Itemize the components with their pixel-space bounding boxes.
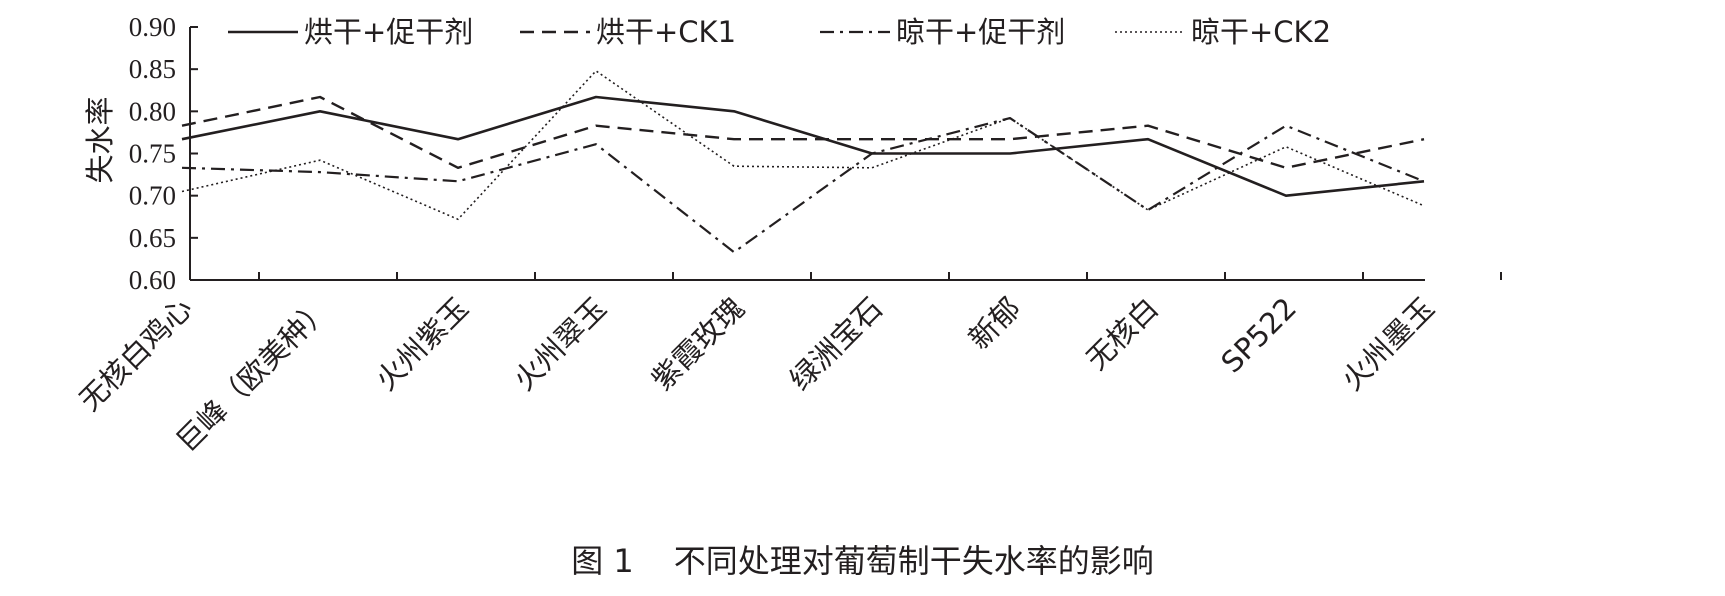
x-category-label: 火州翠玉 (507, 291, 613, 397)
legend-label-4: 晾干+CK2 (1191, 15, 1331, 49)
x-category-label: 无核白鸡心 (72, 291, 199, 418)
figure-number: 图 1 (571, 542, 634, 580)
series-line-1 (181, 95, 1425, 197)
x-category-label: 无核白 (1079, 291, 1165, 377)
legend-label-1: 烘干+促干剂 (304, 15, 473, 49)
y-tick-label: 0.75 (129, 139, 176, 169)
legend: 烘干+促干剂 烘干+CK1 晾干+促干剂 晾干+CK2 (228, 15, 1331, 49)
series-line-4 (181, 70, 1425, 221)
y-tick-label: 0.80 (129, 96, 176, 126)
series-lines (181, 70, 1425, 254)
legend-label-3: 晾干+促干剂 (896, 15, 1065, 49)
y-tick-label: 0.90 (129, 12, 176, 42)
y-tick-label: 0.70 (129, 181, 176, 211)
series-line-3 (181, 116, 1425, 254)
y-axis-title: 失水率 (83, 96, 117, 183)
figure-title: 不同处理对葡萄制干失水率的影响 (673, 542, 1154, 580)
series-line-2 (181, 95, 1425, 170)
x-category-label: 绿洲宝石 (783, 291, 889, 397)
x-category-label: 火州紫玉 (369, 291, 475, 397)
y-tick-label: 0.60 (129, 265, 176, 295)
x-category-label: SP522 (1214, 291, 1303, 380)
y-tick-label: 0.65 (129, 223, 176, 253)
figure-caption: 图 1 不同处理对葡萄制干失水率的影响 (0, 536, 1725, 582)
legend-label-2: 烘干+CK1 (596, 15, 736, 49)
x-category-label: 火州墨玉 (1335, 291, 1441, 397)
x-category-label: 新郁 (962, 291, 1027, 356)
y-tick-label: 0.85 (129, 54, 176, 84)
y-axis: 0.60 0.65 0.70 0.75 0.80 0.85 0.90 (129, 12, 198, 295)
x-category-label: 紫霞玫瑰 (645, 291, 751, 397)
